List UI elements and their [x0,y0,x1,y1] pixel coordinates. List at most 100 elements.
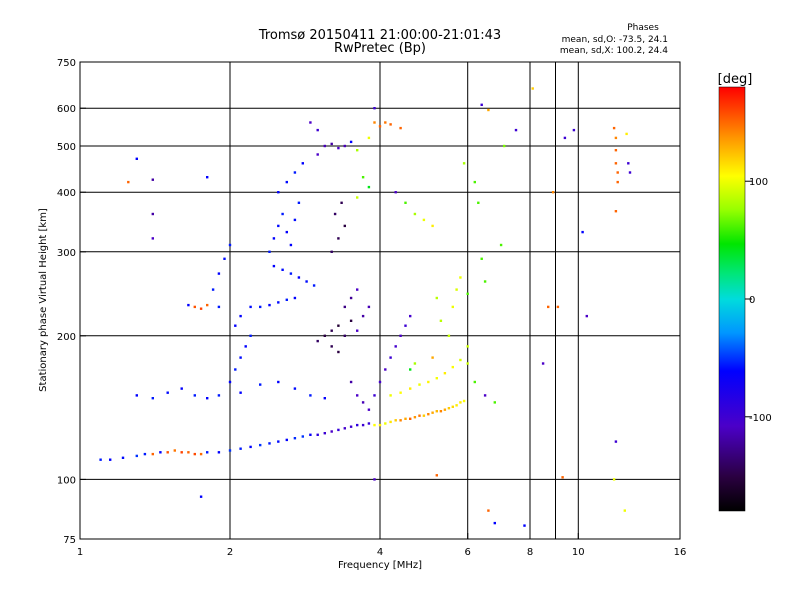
data-point [293,171,297,174]
data-point [180,387,183,390]
data-point [349,296,353,300]
data-point [249,445,252,449]
data-point [143,452,147,456]
data-point [447,334,451,337]
data-point [394,345,397,348]
data-point [451,305,454,309]
data-point [193,394,196,397]
data-point [378,380,382,384]
data-point [367,305,371,309]
data-point [466,345,469,348]
data-point [228,449,232,452]
data-point [389,420,392,424]
data-point [333,212,337,216]
data-point [249,334,252,337]
data-point [628,171,632,174]
data-point [135,394,138,397]
data-point [462,399,466,403]
x-tick-label: 16 [674,547,687,558]
data-point [473,380,476,384]
data-point [193,452,196,456]
data-point [206,397,209,400]
x-tick-label: 2 [227,547,233,558]
data-point [349,380,353,384]
data-point [373,423,376,427]
data-point [367,185,371,189]
data-point [285,298,288,301]
data-point [409,387,412,390]
data-point [431,356,434,359]
y-tick-label: 300 [57,248,76,259]
y-tick-label: 75 [63,535,76,546]
colorbar-tick-label: 100 [749,177,768,188]
data-point [293,296,297,300]
chart-title: Tromsø 20150411 21:00:00-21:01:43 [258,28,501,43]
data-point [514,128,518,132]
data-point [277,301,280,304]
colorbar-tick-label: -100 [749,413,772,424]
data-point [309,433,312,436]
data-point [466,292,469,295]
data-point [301,162,304,165]
data-point [309,394,312,397]
data-point [121,456,125,459]
data-point [409,368,412,371]
data-point [285,230,288,234]
data-point [503,144,506,148]
data-point [427,413,430,416]
data-point [422,218,426,222]
data-point [614,440,618,443]
data-point [367,422,371,425]
data-point [343,334,346,337]
data-point [455,288,458,291]
data-point [135,157,138,160]
x-tick-label: 6 [465,547,471,558]
data-point [394,191,397,194]
data-point [625,132,628,136]
data-point [151,397,154,400]
data-point [249,305,252,309]
data-point [356,394,359,397]
data-point [349,319,353,322]
y-axis-ticks: 75 100 200 300 400 500 600 750 [57,58,86,546]
data-point [399,391,402,394]
data-point [217,272,221,275]
data-point [623,509,626,512]
data-point [316,339,319,343]
data-point [431,411,434,414]
data-point [480,257,483,260]
data-point [244,345,247,348]
data-point [206,451,209,454]
data-point [281,268,284,271]
data-point [459,276,462,279]
data-point [473,180,476,184]
data-point [413,362,417,365]
data-point [612,126,616,130]
data-point [323,334,326,337]
data-point [394,419,397,422]
data-point [323,432,326,435]
data-point [409,417,412,420]
data-point [268,442,271,445]
data-point [384,121,387,124]
data-point [483,280,487,283]
data-point [337,324,340,327]
data-point [127,180,130,184]
data-point [447,407,451,410]
data-point [217,305,221,309]
data-point [356,149,359,152]
data-point [487,108,490,112]
data-point [166,451,169,454]
phases-mean-o: mean, sd,O: -73.5, 24.1 [562,35,668,45]
y-tick-label: 100 [57,475,76,486]
data-point [373,394,376,397]
data-point [268,303,271,307]
data-point [343,427,346,430]
data-point [435,410,438,413]
data-point [493,401,496,404]
y-tick-label: 200 [57,332,76,343]
y-tick-label: 500 [57,142,76,153]
data-point [451,365,454,369]
data-point [239,447,242,450]
